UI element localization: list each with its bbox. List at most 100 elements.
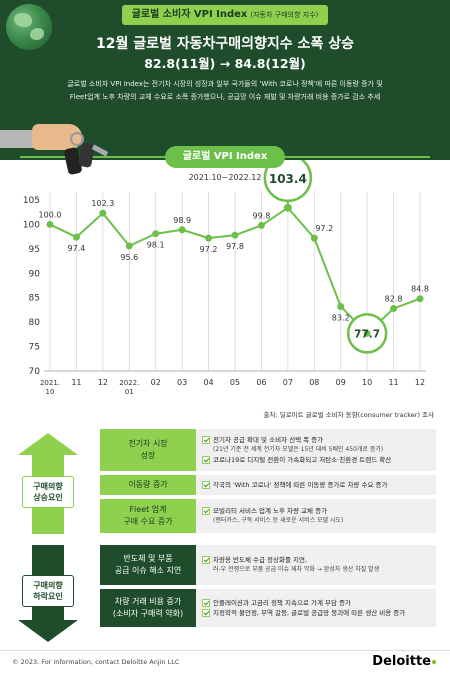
x-tick-label: 04 [203,378,213,387]
data-point [283,203,292,212]
x-tick-label: 12 [98,378,108,387]
factor-detail-text: 러-우 전쟁으로 부품 공급 이슈 재차 악화 → 완성차 생산 차질 발생 [213,566,380,573]
factor-detail-text: 각국의 'With 코로나' 정책에 따른 이동량 증가로 차량 수요 증가 [213,481,388,489]
deloitte-logo: Deloitte [372,654,436,669]
data-label: 98.9 [173,216,191,225]
arrow-down-icon [18,620,78,642]
data-point [231,231,239,239]
desc-line-1: 글로벌 소비자 VPI Index는 전기차 시장의 성장과 일부 국가들의 '… [67,80,383,88]
data-label: 95.6 [120,253,138,262]
factor-detail-row: 러-우 전쟁으로 부품 공급 이슈 재차 악화 → 완성차 생산 차질 발생 [202,565,430,575]
x-tick-label: 06 [256,378,266,387]
data-point [46,220,54,228]
factor-details: 차량용 반도체 수급 정상화를 지연, 러-우 전쟁으로 부품 공급 이슈 재차… [196,545,436,585]
data-point [178,226,186,234]
checkbox-icon [202,481,210,489]
data-point [125,242,133,250]
data-label-max: 103.4 [269,172,307,186]
x-tick-label: 10 [46,388,55,396]
y-tick-label: 105 [23,196,40,206]
factor-detail-row: 모빌리티 서비스 업계 노후 차량 교체 증가 [202,506,430,516]
factor-details: 각국의 'With 코로나' 정책에 따른 이동량 증가로 차량 수요 증가 [196,475,436,495]
y-tick-label: 95 [29,245,40,255]
data-point [390,304,398,312]
data-point [337,303,345,311]
x-tick-label: 01 [125,388,134,396]
y-tick-label: 70 [29,367,41,377]
page-subtitle: 82.8(11월) → 84.8(12월) [144,56,306,71]
data-point [152,230,160,238]
checkbox-icon [202,556,210,564]
x-tick-label: 02 [151,378,161,387]
x-tick-label: 07 [283,378,293,387]
factor-detail-text: 코로나19로 디지털 전환이 가속화되고 저탄소·친환경 트렌드 확산 [213,456,392,464]
key-ring-icon [70,132,84,146]
factor-category: Fleet 업계 구매 수요 증가 [100,499,196,533]
factor-detail-text: 모빌리티 서비스 업계 노후 차량 교체 증가 [213,507,328,515]
factor-detail-text: 인플레이션과 고금리 정책 지속으로 가계 부담 증가 [213,599,351,607]
data-label: 98.1 [147,241,165,250]
factor-detail-text: 차량용 반도체 수급 정상화를 지연, [213,556,308,564]
desc-line-2: Fleet업계 노후 차량의 교체 수요로 소폭 증가했으나, 공급망 이슈 재… [69,93,381,101]
x-tick-label: 10 [362,378,372,387]
tag-main: 글로벌 소비자 VPI Index [131,9,248,20]
x-tick-label: 11 [71,378,81,387]
data-label: 99.8 [253,211,271,220]
factor-detail-text: (렌터카스, 구독 서비스 등 새로운 서비스 모델 시도) [213,517,344,524]
factor-category: 차량 거래 비용 증가 (소비자 구매력 약화) [100,589,196,627]
logo-dot-icon [432,660,436,664]
y-tick-label: 80 [29,318,41,328]
data-label: 97.4 [68,244,86,253]
x-tick-label: 2022. [119,379,139,387]
data-point [72,233,80,241]
data-label: 97.2 [315,224,333,233]
factor-details: 모빌리티 서비스 업계 노후 차량 교체 증가 (렌터카스, 구독 서비스 등 … [196,499,436,533]
checkbox-icon [202,456,210,464]
factor-detail-text: 전기차 공급 확대 및 소비자 선택 폭 증가 [213,436,324,444]
y-tick-label: 75 [29,343,40,353]
chart-period: 2021.10~2022.12 [188,173,262,182]
x-tick-label: 03 [177,378,187,387]
tag-sub: (자동차 구매의향 지수) [250,11,319,19]
checkbox-icon [202,609,210,617]
data-label: 83.2 [332,314,350,323]
factor-detail-row: (렌터카스, 구독 서비스 등 새로운 서비스 모델 시도) [202,516,430,526]
data-point [205,234,213,242]
data-point [363,329,371,337]
data-label-min: 77.7 [354,328,380,340]
factor-detail-row: 인플레이션과 고금리 정책 지속으로 가계 부담 증가 [202,598,430,608]
chart-section: 글로벌 VPI Index 2021.10~2022.12 70 75 80 85 90… [0,146,450,425]
y-tick-label: 100 [23,220,40,230]
index-tag: 글로벌 소비자 VPI Index (자동차 구매의향 지수) [122,5,328,25]
factor-detail-text: (21년 기준 전 세계 전기차 모델은 15년 대비 5배인 450개로 증가… [213,446,384,453]
checkbox-icon [202,599,210,607]
data-label: 97.2 [200,245,218,254]
factors-section: 구매의향 상승요인 구매의향 하락요인 전기차 시장 성장 전기차 공급 확대 … [0,425,450,665]
factor-detail-row: 전기차 공급 확대 및 소비자 선택 폭 증가 [202,435,430,445]
page-description: 글로벌 소비자 VPI Index는 전기차 시장의 성장과 일부 국가들의 '… [30,78,420,104]
factor-category: 반도체 및 부품 공급 이슈 해소 지연 [100,545,196,585]
y-tick-label: 90 [29,269,41,279]
factor-detail-text: 지정학적 불안정, 무역 갈등, 글로벌 공급망 붕괴에 따른 생산 비용 증가 [213,609,406,617]
x-tick-label: 11 [388,378,398,387]
data-point [310,234,318,242]
data-label: 82.8 [385,294,403,303]
page-title: 12월 글로벌 자동차구매의향지수 소폭 상승 [96,36,354,52]
factor-category: 전기차 시장 성장 [100,429,196,471]
data-point [416,295,424,303]
chart-source: 출처: 딜로이트 글로벌 소비자 동향(consumer tracker) 조사 [263,411,435,419]
footer: © 2023. For information, contact Deloitt… [0,650,450,675]
factor-category: 이동량 증가 [100,475,196,495]
data-point [99,209,107,217]
globe-icon [6,4,52,50]
factor-detail-row: 코로나19로 디지털 전환이 가속화되고 저탄소·친환경 트렌드 확산 [202,455,430,465]
data-point [257,221,265,229]
checkbox-icon [202,436,210,444]
sleeve-illustration [0,130,42,148]
arrow-up-icon [18,433,78,455]
factor-detail-row: 지정학적 불안정, 무역 갈등, 글로벌 공급망 붕괴에 따른 생산 비용 증가 [202,608,430,618]
factor-detail-row: (21년 기준 전 세계 전기차 모델은 15년 대비 5배인 450개로 증가… [202,445,430,455]
data-label: 100.0 [39,210,62,219]
decline-factors-label: 구매의향 하락요인 [22,575,74,607]
factor-detail-row: 각국의 'With 코로나' 정책에 따른 이동량 증가로 차량 수요 증가 [202,480,430,490]
